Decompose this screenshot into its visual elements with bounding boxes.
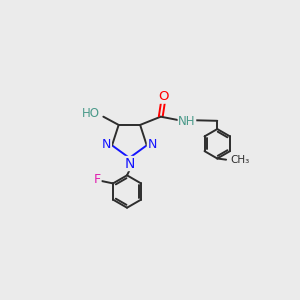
Text: CH₃: CH₃ <box>230 155 249 165</box>
Text: NH: NH <box>178 115 196 128</box>
Text: F: F <box>94 173 101 186</box>
Text: N: N <box>102 138 111 151</box>
Text: HO: HO <box>81 107 99 120</box>
Text: N: N <box>147 138 157 151</box>
Text: N: N <box>124 157 135 170</box>
Text: O: O <box>158 90 168 103</box>
